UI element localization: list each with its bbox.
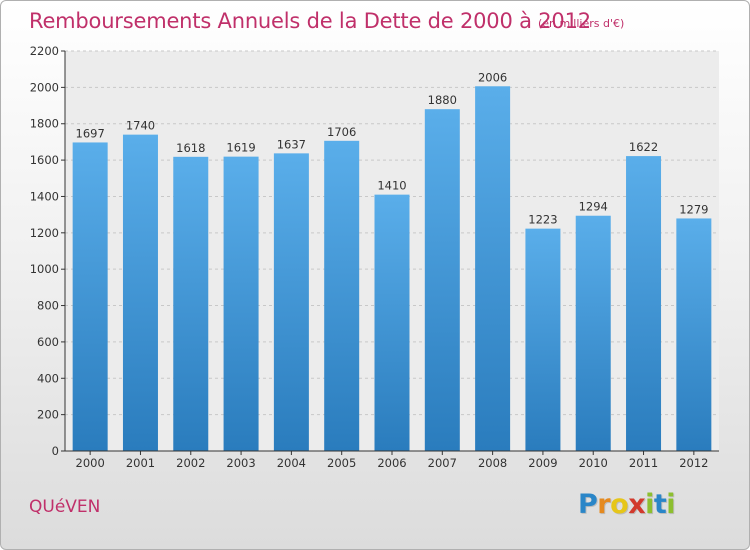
bar [122,134,158,452]
x-tick-label: 2010 [579,456,608,470]
commune-name: QUéVEN [29,497,101,517]
bar-value-label: 1622 [629,140,658,154]
bar-value-label: 1618 [176,141,205,155]
bar [475,86,511,451]
x-tick-label: 2001 [126,456,155,470]
x-tick-label: 2012 [679,456,708,470]
logo-letter: i [645,489,654,520]
y-tick-label: 400 [37,371,59,385]
bar [676,218,712,451]
logo-letter: x [628,489,646,520]
bar-value-label: 1637 [277,137,306,151]
y-tick-label: 2000 [30,80,59,94]
chart-title: Remboursements Annuels de la Dette de 20… [29,9,591,33]
x-tick-label: 2008 [478,456,507,470]
x-tick-label: 2006 [377,456,406,470]
y-tick-label: 600 [37,335,59,349]
bar [324,140,360,451]
bar-value-label: 1279 [679,202,708,216]
bar [273,153,309,451]
bar-value-label: 2006 [478,70,507,84]
bar [626,156,662,451]
y-tick-label: 1800 [30,117,59,131]
x-tick-label: 2005 [327,456,356,470]
bar-value-label: 1294 [579,200,608,214]
x-tick-label: 2004 [277,456,306,470]
logo-letter: i [666,489,676,520]
y-tick-label: 1400 [30,189,59,203]
bar [424,109,460,451]
bar [525,228,561,451]
logo-letter: r [597,489,611,520]
bar-value-label: 1619 [226,141,255,155]
bar [575,215,611,451]
y-tick-label: 0 [52,444,59,458]
x-tick-label: 2003 [226,456,255,470]
x-tick-label: 2011 [629,456,658,470]
x-tick-label: 2009 [528,456,557,470]
y-tick-label: 1600 [30,153,59,167]
x-tick-label: 2002 [176,456,205,470]
y-tick-label: 800 [37,299,59,313]
y-tick-label: 1200 [30,226,59,240]
logo-letter: P [578,489,598,520]
bar-value-label: 1706 [327,125,356,139]
proxiti-logo: Proxiti [578,489,676,525]
bar [374,194,410,452]
logo-letter: o [610,489,629,520]
bar-value-label: 1697 [76,126,105,140]
logo-letter: t [653,489,667,520]
x-tick-label: 2007 [428,456,457,470]
x-tick-label: 2000 [76,456,105,470]
bar-value-label: 1223 [528,213,557,227]
chart-unit: (en milliers d'€) [538,17,625,30]
bar-value-label: 1740 [126,119,155,133]
bar [72,142,108,452]
y-tick-label: 2200 [30,44,59,58]
bar [223,156,259,452]
y-tick-label: 200 [37,408,59,422]
bar [173,156,209,451]
bar-value-label: 1880 [428,93,457,107]
bar-value-label: 1410 [377,179,406,193]
y-tick-label: 1000 [30,262,59,276]
